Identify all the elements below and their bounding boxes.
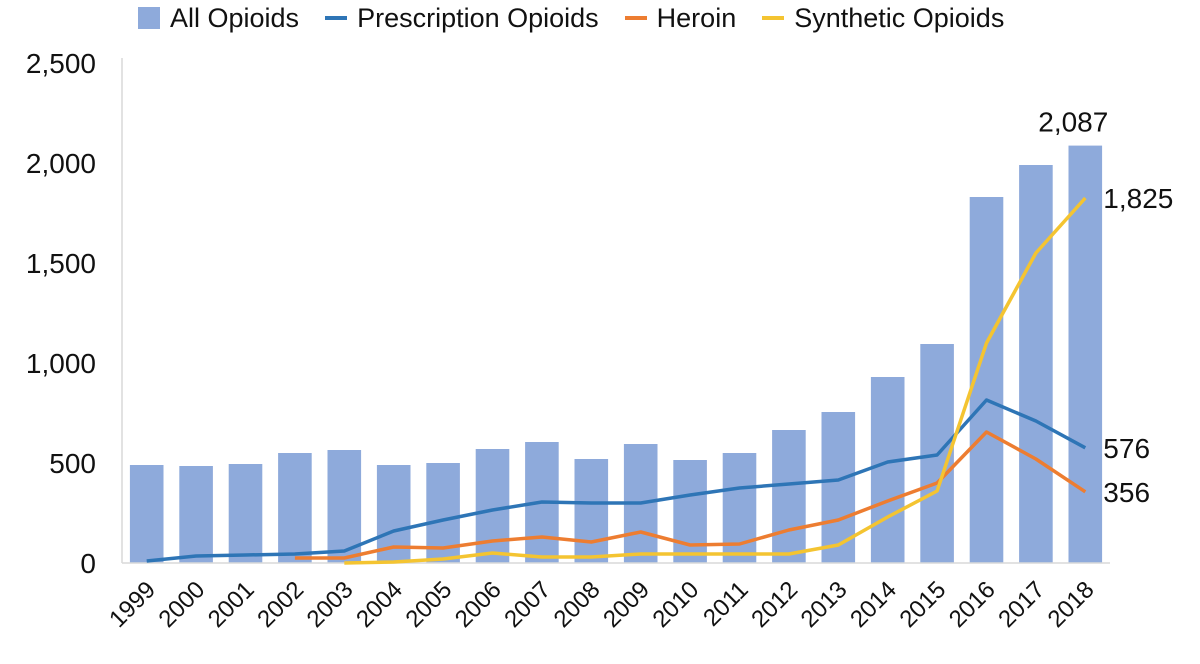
x-tick-label: 2011: [698, 576, 754, 632]
bar: [673, 460, 707, 563]
data-label: 576: [1103, 433, 1150, 464]
x-tick-label: 2012: [746, 576, 803, 633]
series-line: [344, 196, 1087, 565]
chart-legend: All Opioids Prescription Opioids Heroin Syn…: [138, 0, 1004, 36]
x-tick-label: 2005: [400, 576, 457, 633]
x-tick-label: 2003: [302, 576, 359, 633]
x-tick-label: 2017: [993, 576, 1050, 633]
series-line: [146, 398, 1087, 563]
x-tick-label: 2001: [203, 576, 260, 633]
y-tick-label: 1,000: [26, 348, 96, 379]
legend-swatch: [762, 16, 785, 20]
series-line: [294, 430, 1087, 560]
data-label: 2,087: [1038, 107, 1108, 138]
bar: [1068, 145, 1103, 563]
bar: [870, 377, 905, 563]
bar: [574, 459, 609, 563]
bar: [475, 449, 510, 563]
x-tick-label: 2014: [845, 576, 902, 633]
bar: [327, 450, 362, 563]
y-tick-label: 1,500: [26, 248, 96, 279]
data-label: 1,825: [1103, 183, 1173, 214]
bar: [772, 430, 806, 563]
x-tick-label: 2016: [944, 576, 1001, 633]
x-tick-label: 2008: [549, 576, 606, 633]
x-tick-label: 2009: [598, 576, 655, 633]
x-tick-label: 2010: [647, 576, 704, 633]
bar: [129, 465, 164, 563]
x-tick-label: 2013: [796, 576, 853, 633]
legend-label: Heroin: [656, 2, 737, 33]
x-tick-label: 2000: [153, 576, 210, 633]
bar: [722, 453, 757, 563]
data-label: 356: [1103, 477, 1150, 508]
y-tick-label: 500: [49, 448, 96, 479]
legend-swatch: [138, 7, 160, 29]
legend-label: All Opioids: [170, 2, 300, 33]
legend-item: Prescription Opioids: [325, 3, 599, 34]
x-tick-label: 2018: [1043, 576, 1100, 633]
bar: [821, 412, 856, 563]
x-tick-label: 2015: [894, 576, 951, 633]
bar: [278, 453, 312, 563]
legend-swatch: [325, 16, 348, 20]
bar: [228, 464, 263, 563]
x-tick-label: 2002: [252, 576, 309, 633]
legend-label: Synthetic Opioids: [794, 2, 1005, 33]
y-tick-label: 2,000: [26, 148, 96, 179]
y-tick-label: 2,500: [26, 48, 96, 79]
x-tick-label: 2007: [499, 576, 556, 633]
legend-label: Prescription Opioids: [357, 2, 599, 33]
legend-item: Synthetic Opioids: [762, 3, 1004, 34]
bar: [1019, 165, 1053, 563]
legend-swatch: [624, 16, 647, 20]
legend-item: All Opioids: [138, 3, 299, 34]
bar: [179, 466, 213, 563]
x-tick-label: 1999: [104, 576, 161, 633]
y-tick-label: 0: [80, 548, 96, 579]
x-tick-label: 2006: [450, 576, 507, 633]
legend-item: Heroin: [624, 2, 737, 34]
x-tick-label: 2004: [351, 576, 408, 633]
